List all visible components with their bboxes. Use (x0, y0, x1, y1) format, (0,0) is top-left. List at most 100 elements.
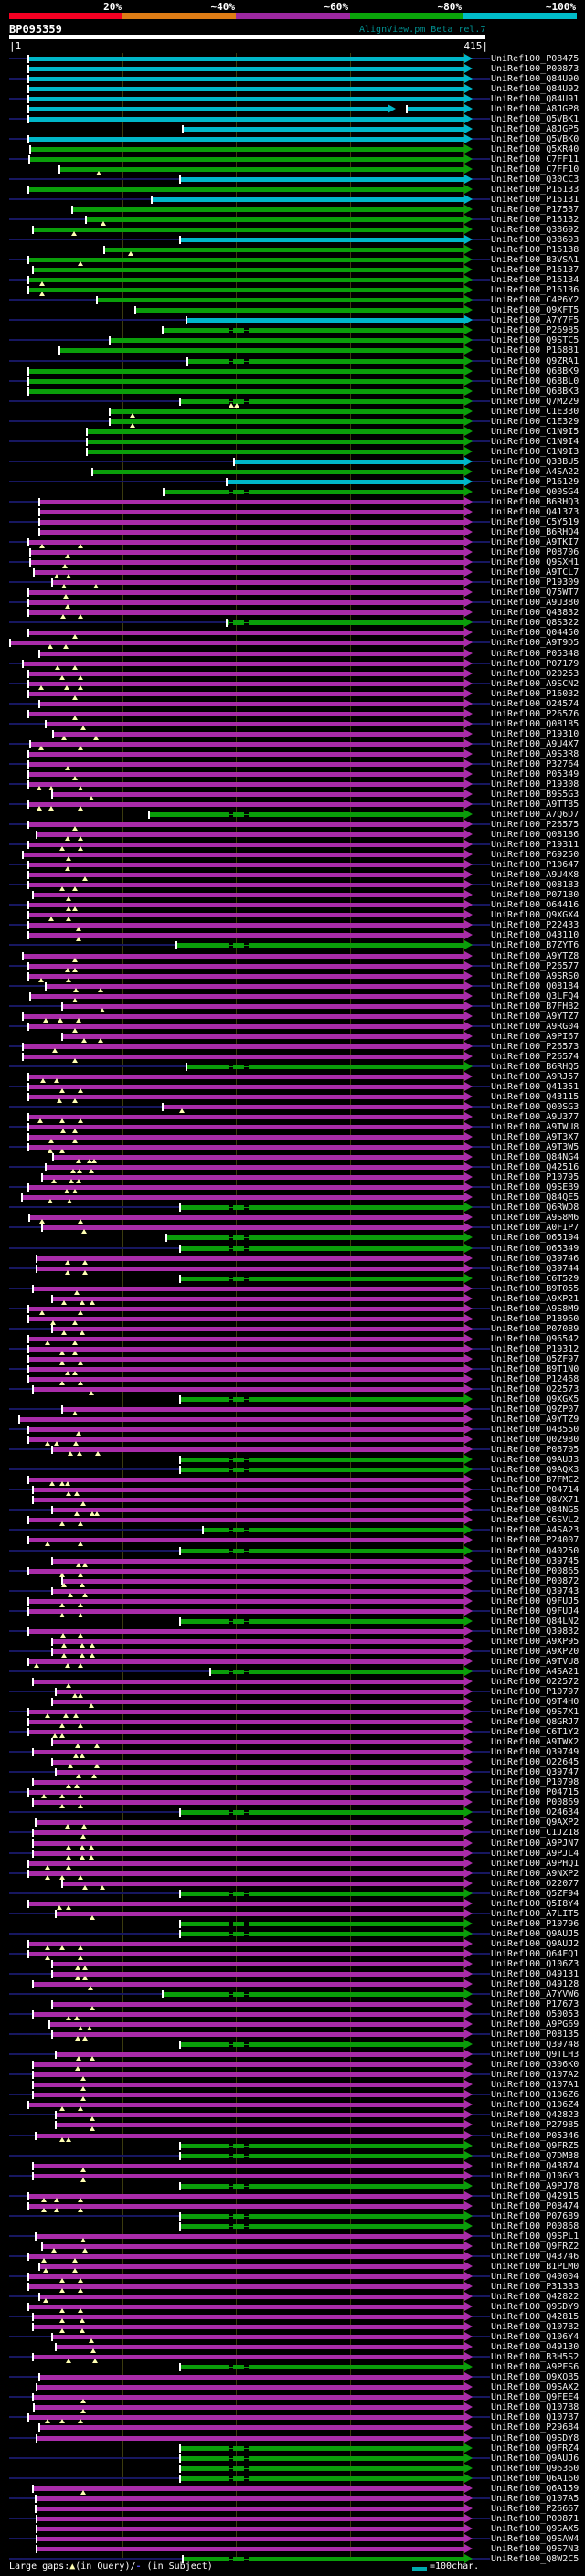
subject-id-label[interactable]: UniRef100_Q84NG5 (491, 1505, 580, 1515)
subject-id-label[interactable]: UniRef100_Q9ZP07 (491, 1405, 580, 1415)
alignment-bar[interactable] (28, 1095, 464, 1099)
alignment-bar[interactable] (56, 2113, 464, 2117)
subject-id-label[interactable]: UniRef100_Q64FQ1 (491, 1949, 580, 1959)
subject-id-label[interactable]: UniRef100_A9PHQ1 (491, 1859, 580, 1869)
subject-id-label[interactable]: UniRef100_B7ZYT6 (491, 940, 580, 950)
alignment-bar[interactable] (28, 540, 464, 545)
subject-id-label[interactable]: UniRef100_Q42823 (491, 2110, 580, 2120)
subject-id-label[interactable]: UniRef100_B6RHQ3 (491, 497, 580, 507)
subject-id-label[interactable]: UniRef100_A9PI67 (491, 1032, 580, 1042)
subject-id-label[interactable]: UniRef100_A9T3W5 (491, 1142, 580, 1152)
alignment-bar[interactable] (33, 2355, 464, 2359)
subject-id-label[interactable]: UniRef100_A9NXP2 (491, 1869, 580, 1879)
alignment-bar[interactable] (62, 1407, 464, 1412)
subject-id-label[interactable]: UniRef100_P16131 (491, 195, 580, 205)
alignment-bar[interactable] (180, 1458, 464, 1462)
subject-id-label[interactable]: UniRef100_P16132 (491, 215, 580, 225)
subject-id-label[interactable]: UniRef100_P16133 (491, 185, 580, 195)
subject-id-label[interactable]: UniRef100_Q42516 (491, 1162, 580, 1172)
subject-id-label[interactable]: UniRef100_Q6A159 (491, 2484, 580, 2494)
alignment-bar[interactable] (52, 1760, 464, 1765)
alignment-bar[interactable] (59, 167, 464, 172)
alignment-bar[interactable] (135, 308, 464, 313)
subject-id-label[interactable]: UniRef100_P08475 (491, 54, 580, 64)
subject-id-label[interactable]: UniRef100_Q08186 (491, 830, 580, 840)
alignment-bar[interactable] (28, 1599, 464, 1604)
subject-id-label[interactable]: UniRef100_Q9XGX5 (491, 1394, 580, 1405)
subject-id-label[interactable]: UniRef100_O22573 (491, 1384, 580, 1394)
subject-id-label[interactable]: UniRef100_P10798 (491, 1777, 580, 1787)
alignment-bar[interactable] (37, 2517, 464, 2521)
subject-id-label[interactable]: UniRef100_Q9FUJ5 (491, 1596, 580, 1606)
subject-id-label[interactable]: UniRef100_Q08185 (491, 719, 580, 729)
alignment-bar[interactable] (407, 107, 464, 111)
subject-id-label[interactable]: UniRef100_A4SA21 (491, 1667, 580, 1677)
alignment-bar[interactable] (39, 652, 464, 656)
alignment-bar[interactable] (28, 610, 464, 615)
alignment-bar[interactable] (30, 560, 464, 565)
alignment-bar[interactable] (163, 328, 464, 333)
alignment-bar[interactable] (28, 1538, 464, 1542)
alignment-bar[interactable] (28, 2305, 464, 2309)
subject-id-label[interactable]: UniRef100_C1JZ18 (491, 1828, 580, 1838)
alignment-bar[interactable] (52, 1508, 464, 1512)
subject-id-label[interactable]: UniRef100_P26576 (491, 709, 580, 719)
alignment-bar[interactable] (59, 348, 464, 353)
alignment-bar[interactable] (33, 2093, 464, 2097)
subject-id-label[interactable]: UniRef100_B7FMC2 (491, 1475, 580, 1485)
subject-id-label[interactable]: UniRef100_Q84QE5 (491, 1193, 580, 1203)
alignment-bar[interactable] (28, 672, 464, 676)
subject-id-label[interactable]: UniRef100_Q96360 (491, 2464, 580, 2474)
alignment-bar[interactable] (104, 248, 464, 252)
alignment-bar[interactable] (52, 2002, 464, 2007)
alignment-bar[interactable] (34, 2405, 464, 2410)
alignment-bar[interactable] (30, 550, 464, 555)
alignment-bar[interactable] (87, 440, 464, 444)
alignment-bar[interactable] (28, 1427, 464, 1432)
alignment-bar[interactable] (180, 1932, 464, 1936)
alignment-bar[interactable] (180, 1246, 464, 1251)
subject-id-label[interactable]: UniRef100_P08706 (491, 547, 580, 557)
subject-id-label[interactable]: UniRef100_O65349 (491, 1244, 580, 1254)
subject-id-label[interactable]: UniRef100_Q9SAX2 (491, 2382, 580, 2392)
alignment-bar[interactable] (33, 228, 464, 232)
alignment-bar[interactable] (149, 812, 464, 817)
subject-id-label[interactable]: UniRef100_P00868 (491, 2221, 580, 2231)
alignment-bar[interactable] (28, 923, 464, 928)
subject-id-label[interactable]: UniRef100_A9U4X7 (491, 739, 580, 749)
subject-id-label[interactable]: UniRef100_Q9FRZ4 (491, 2443, 580, 2454)
subject-id-label[interactable]: UniRef100_Q9AUJ5 (491, 1929, 580, 1939)
alignment-bar[interactable] (33, 1851, 464, 1856)
subject-id-label[interactable]: UniRef100_Q5XR40 (491, 144, 580, 154)
subject-id-label[interactable]: UniRef100_O49128 (491, 1979, 580, 1989)
alignment-bar[interactable] (28, 2204, 464, 2209)
subject-id-label[interactable]: UniRef100_Q68BK3 (491, 387, 580, 397)
alignment-bar[interactable] (23, 1014, 464, 1019)
alignment-bar[interactable] (33, 2174, 464, 2178)
subject-id-label[interactable]: UniRef100_P18960 (491, 1314, 580, 1324)
alignment-bar[interactable] (33, 2012, 464, 2017)
alignment-bar[interactable] (28, 288, 464, 292)
alignment-bar[interactable] (33, 1982, 464, 1987)
subject-id-label[interactable]: UniRef100_Q68BL0 (491, 376, 580, 387)
subject-id-label[interactable]: UniRef100_C6SVL2 (491, 1515, 580, 1525)
subject-id-label[interactable]: UniRef100_P16134 (491, 275, 580, 285)
alignment-bar[interactable] (180, 1892, 464, 1896)
subject-id-label[interactable]: UniRef100_A9TCL7 (491, 567, 580, 578)
alignment-bar[interactable] (28, 1569, 464, 1574)
subject-id-label[interactable]: UniRef100_Q00SG3 (491, 1102, 580, 1112)
subject-id-label[interactable]: UniRef100_Q106Y3 (491, 2171, 580, 2181)
alignment-bar[interactable] (110, 338, 464, 343)
alignment-bar[interactable] (180, 2466, 464, 2471)
alignment-bar[interactable] (39, 530, 464, 535)
subject-id-label[interactable]: UniRef100_A9XP95 (491, 1637, 580, 1647)
subject-id-label[interactable]: UniRef100_Q106Z4 (491, 2100, 580, 2110)
alignment-bar[interactable] (28, 1720, 464, 1724)
subject-id-label[interactable]: UniRef100_Q8W2C5 (491, 2554, 580, 2564)
alignment-bar[interactable] (23, 954, 464, 959)
alignment-bar[interactable] (28, 1337, 464, 1341)
alignment-bar[interactable] (110, 409, 464, 414)
subject-id-label[interactable]: UniRef100_Q9S7X1 (491, 1707, 580, 1717)
subject-id-label[interactable]: UniRef100_B7FHB2 (491, 1002, 580, 1012)
alignment-bar[interactable] (30, 742, 464, 747)
